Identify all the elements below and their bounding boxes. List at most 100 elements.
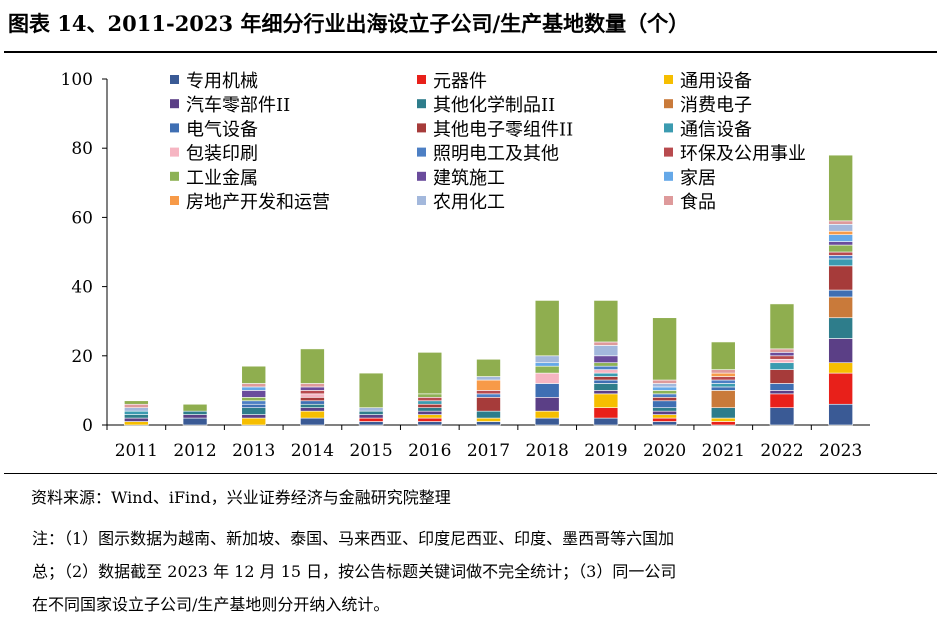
bar-segment [828,244,853,253]
bar-segment [769,355,795,360]
bar-segment [710,421,736,426]
bar-segment [300,393,325,398]
bar-segment [417,414,443,419]
x-tick-label: 2019 [584,441,627,461]
bar-segment [300,410,325,419]
bar-segment [828,372,853,405]
bar-segment [652,407,677,412]
bar-segment [182,417,208,426]
bar-segment [652,383,677,388]
bar-segment [358,421,384,426]
bar-segment [124,414,149,419]
bar-segment [300,407,325,412]
legend-label: 家居 [680,168,716,189]
legend-swatch [417,196,426,205]
legend-label: 电气设备 [186,119,258,140]
y-tick-label: 80 [71,139,93,159]
bar-segment [710,341,736,370]
bar-segment [710,379,736,384]
bar-segment [300,400,325,405]
bars [124,154,853,426]
bar-segment [593,417,619,426]
bar-segment [769,369,795,384]
bar-segment [534,300,560,357]
legend-swatch [170,75,179,84]
bar-segment [828,224,853,232]
bar-segment [417,400,443,405]
bar-segment [593,379,619,384]
bar-segment [358,414,384,419]
legend-swatch [664,196,673,205]
bar-segment [593,355,619,364]
bar-segment [593,362,619,367]
y-tick-label: 0 [82,416,93,436]
bar-segment [710,376,736,381]
note-line-2: 总；（2）数据截至 2023 年 12 月 15 日，按公告标题关键词做不完全统… [32,562,677,581]
x-tick-label: 2020 [643,441,686,461]
legend-label: 建筑施工 [433,168,505,189]
source-rule [4,473,937,474]
bar-segment [769,348,795,353]
bar-segment [241,365,267,384]
legend-label: 其他电子零组件II [433,119,573,140]
bar-segment [417,393,443,398]
bar-segment [769,303,795,350]
bar-segment [534,410,560,419]
bar-segment [241,386,267,391]
bar-segment [828,258,853,267]
legend-label: 汽车零部件II [186,95,290,116]
bar-segment [476,393,501,398]
bar-segment [593,345,619,357]
bar-segment [769,352,795,357]
bar-segment [417,410,443,415]
bar-segment [710,383,736,388]
legend-label: 通用设备 [680,71,752,92]
legend-swatch [664,99,673,109]
bar-segment [476,376,501,381]
bar-segment [769,393,795,408]
bar-segment [828,251,853,256]
bar-segment [534,397,560,412]
bar-segment [124,400,149,405]
bar-segment [300,397,325,402]
bar-segment [358,410,384,415]
legend-swatch [417,75,426,84]
x-tick-label: 2011 [115,441,158,461]
y-tick-label: 100 [61,70,93,90]
y-tick-label: 20 [71,347,93,367]
bar-segment [828,154,853,222]
bar-segment [534,417,560,426]
legend-swatch [664,75,673,84]
bar-segment [124,421,149,426]
bar-segment [593,369,619,374]
bar-segment [417,407,443,412]
bar-segment [652,390,677,395]
bar-segment [828,338,853,364]
note-line-3: 在不同国家设立子公司/生产基地则分开纳入统计。 [32,595,390,614]
bar-segment [593,393,619,408]
legend-swatch [170,99,179,109]
bar-segment [652,414,677,419]
bar-segment [769,390,795,395]
axes: 0 20 40 60 80 100 2011 2012 2013 2014 2015 2016 2017… [61,70,870,461]
x-tick-label: 2018 [526,441,569,461]
bar-segment [652,379,677,384]
y-tick-label: 60 [71,208,93,228]
legend-swatch [417,147,426,157]
legend-label: 包装印刷 [186,144,258,165]
bar-segment [593,390,619,395]
bar-segment [358,417,384,422]
bar-segment [241,414,267,419]
x-tick-label: 2012 [173,441,216,461]
bar-segment [182,410,208,415]
bar-segment [358,407,384,412]
title-rule [4,51,937,53]
bar-segment [652,393,677,398]
x-tick-label: 2014 [291,441,334,461]
bar-segment [241,397,267,402]
legend-label: 通信设备 [680,119,752,140]
bar-segment [828,296,853,319]
bar-segment [476,379,501,391]
bar-segment [769,407,795,426]
